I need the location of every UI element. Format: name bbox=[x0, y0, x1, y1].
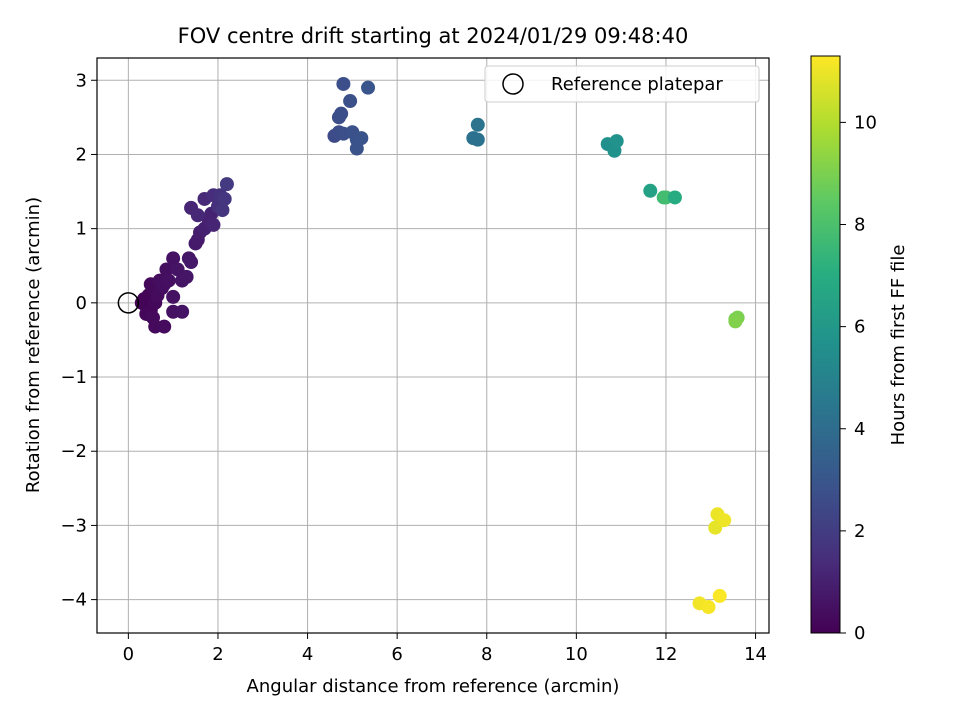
colorbar-gradient bbox=[810, 55, 841, 634]
colorbar-tick-label: 2 bbox=[854, 521, 865, 542]
data-point bbox=[206, 217, 221, 232]
data-point bbox=[161, 273, 176, 288]
data-point bbox=[190, 208, 205, 223]
y-tick-label: 3 bbox=[76, 70, 87, 91]
y-tick-label: 0 bbox=[76, 293, 87, 314]
grid-lines bbox=[97, 58, 769, 633]
colorbar-label: Hours from first FF file bbox=[888, 245, 909, 446]
x-axis-label: Angular distance from reference (arcmin) bbox=[247, 676, 620, 697]
plot-frame bbox=[96, 57, 770, 634]
y-tick-label: −1 bbox=[60, 367, 87, 388]
data-point bbox=[354, 131, 369, 146]
y-axis-ticks: −4 −3 −2 −1 0 1 2 3 bbox=[60, 70, 97, 611]
x-tick-label: 12 bbox=[655, 644, 678, 665]
data-point bbox=[701, 600, 716, 615]
data-point bbox=[175, 304, 190, 319]
y-tick-label: −4 bbox=[60, 590, 87, 611]
x-tick-label: 2 bbox=[212, 644, 223, 665]
y-axis-label: Rotation from reference (arcmin) bbox=[23, 197, 44, 493]
data-point bbox=[179, 269, 194, 284]
x-axis-ticks: 0 2 4 6 8 10 12 14 bbox=[123, 633, 767, 665]
reference-platepar-marker bbox=[117, 292, 140, 314]
colorbar: 0 2 4 6 8 10 Hours from first FF file bbox=[810, 55, 909, 644]
y-tick-label: 1 bbox=[76, 219, 87, 240]
x-tick-label: 8 bbox=[481, 644, 492, 665]
colorbar-ticks: 0 2 4 6 8 10 bbox=[840, 112, 877, 644]
data-point bbox=[361, 80, 376, 95]
legend-box bbox=[484, 65, 760, 103]
legend: Reference platepar bbox=[484, 65, 760, 103]
data-point bbox=[343, 94, 358, 109]
data-point bbox=[609, 134, 624, 149]
y-tick-label: −2 bbox=[60, 441, 87, 462]
data-point bbox=[470, 132, 485, 147]
data-point bbox=[166, 251, 181, 266]
y-tick-label: 2 bbox=[76, 144, 87, 165]
legend-label-reference: Reference platepar bbox=[551, 74, 723, 95]
data-point bbox=[334, 106, 349, 121]
data-point bbox=[157, 319, 172, 334]
x-tick-label: 0 bbox=[123, 644, 134, 665]
data-point bbox=[159, 262, 174, 277]
data-point bbox=[643, 183, 658, 198]
legend-marker-reference bbox=[502, 73, 524, 95]
chart-title: FOV centre drift starting at 2024/01/29 … bbox=[178, 24, 689, 48]
colorbar-tick-label: 4 bbox=[854, 419, 865, 440]
colorbar-tick-label: 6 bbox=[854, 317, 865, 338]
y-tick-label: −3 bbox=[60, 515, 87, 536]
x-tick-label: 4 bbox=[302, 644, 313, 665]
data-point bbox=[215, 203, 230, 218]
colorbar-tick-label: 8 bbox=[854, 215, 865, 236]
data-point bbox=[712, 588, 727, 603]
data-point bbox=[166, 289, 181, 304]
data-point bbox=[336, 76, 351, 91]
colorbar-tick-label: 10 bbox=[854, 112, 877, 133]
x-tick-label: 10 bbox=[565, 644, 588, 665]
data-points bbox=[117, 76, 745, 615]
data-point bbox=[470, 117, 485, 132]
colorbar-tick-label: 0 bbox=[854, 623, 865, 644]
data-point bbox=[217, 191, 232, 206]
data-point bbox=[219, 177, 234, 192]
x-tick-label: 14 bbox=[744, 644, 767, 665]
data-point bbox=[184, 255, 199, 270]
x-tick-label: 6 bbox=[391, 644, 402, 665]
data-point bbox=[667, 190, 682, 205]
data-point bbox=[728, 314, 743, 329]
data-point bbox=[717, 513, 732, 528]
